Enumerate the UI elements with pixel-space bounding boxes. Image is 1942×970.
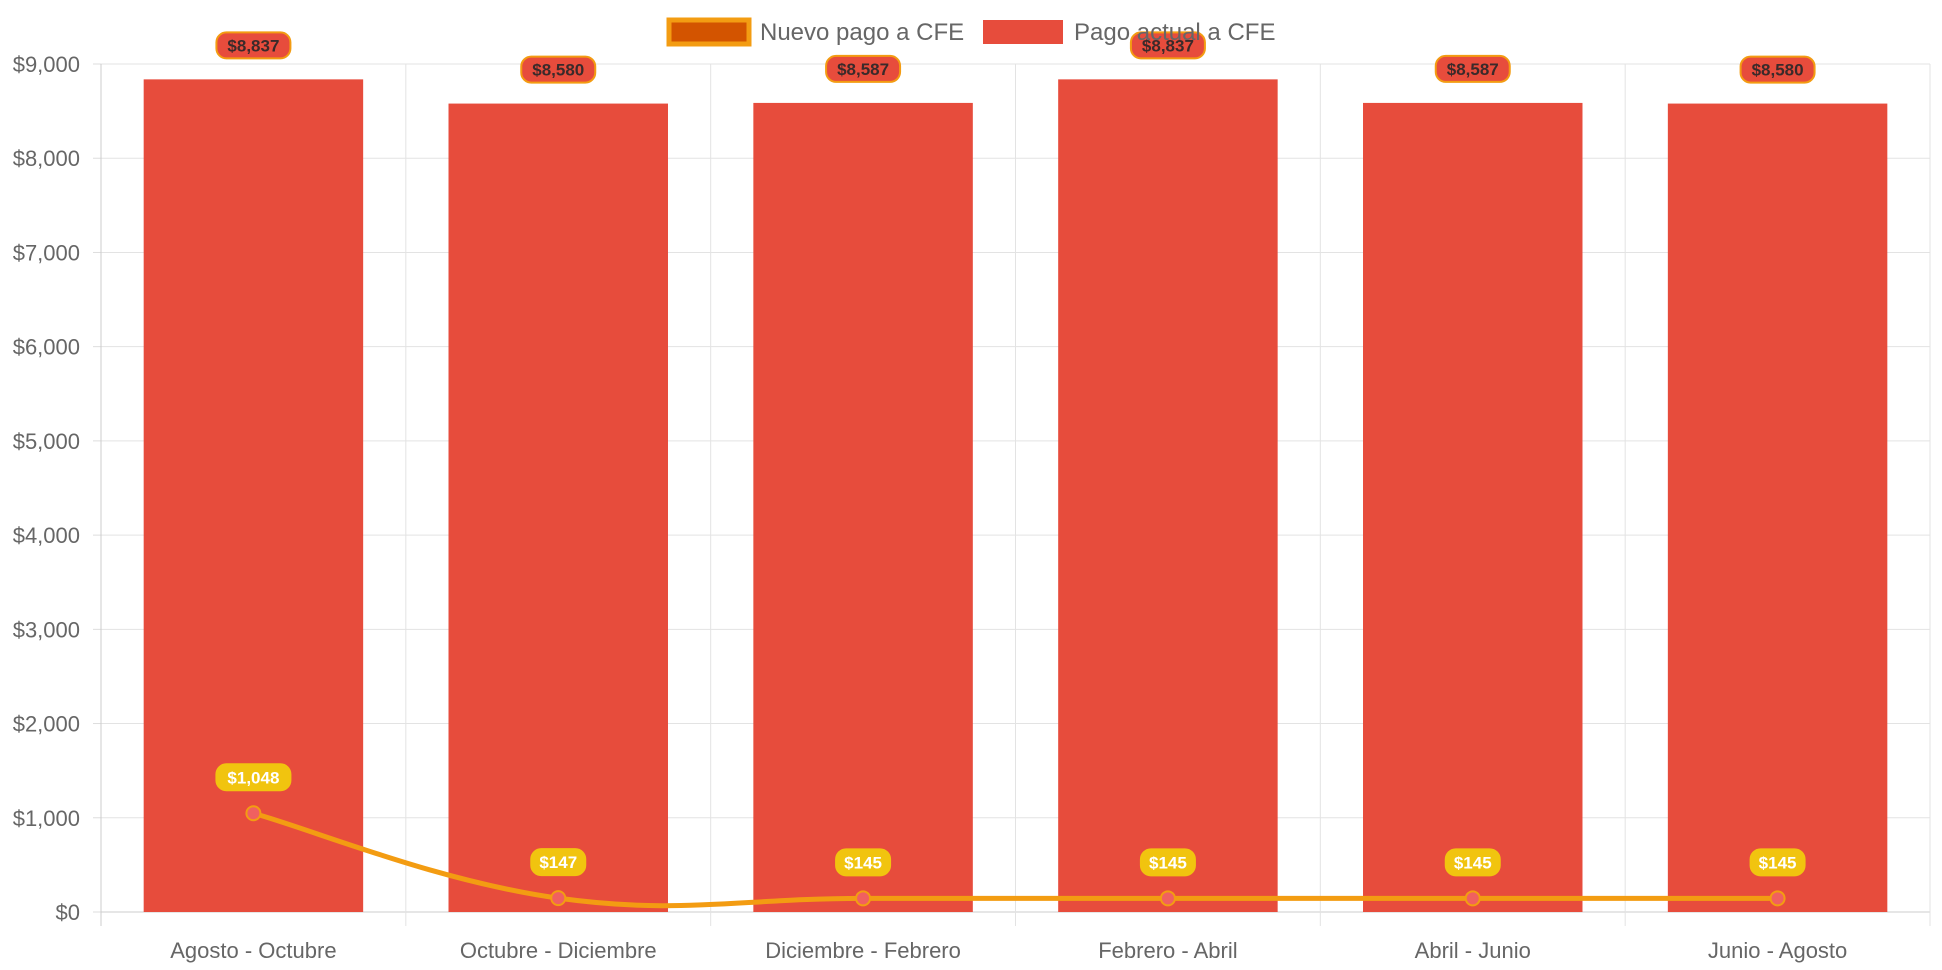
- bar-value-label: $8,587: [1434, 54, 1511, 83]
- data-labels: $8,837 $8,580 $8,587 $8,837 $8,587 $8,580 $1,0…: [215, 31, 1816, 877]
- y-tick-label: $5,000: [13, 429, 80, 454]
- bar[interactable]: [753, 102, 973, 913]
- line-value-label-text: $145: [1759, 853, 1797, 872]
- y-tick-label: $3,000: [13, 617, 80, 642]
- bar-value-label: $8,837: [215, 31, 292, 60]
- bar-value-label-text: $8,837: [1142, 36, 1194, 55]
- x-tick-label: Diciembre - Febrero: [765, 938, 961, 963]
- y-tick-label: $7,000: [13, 240, 80, 265]
- x-tick-label: Febrero - Abril: [1098, 938, 1237, 963]
- bar-value-label-text: $8,837: [227, 36, 279, 55]
- bar-value-label: $8,587: [825, 54, 902, 83]
- line-value-label: $145: [835, 848, 892, 877]
- line-point[interactable]: [1464, 890, 1481, 907]
- bar-value-label-text: $8,587: [837, 60, 889, 79]
- y-tick-label: $4,000: [13, 523, 80, 548]
- bar-value-label-text: $8,580: [1752, 61, 1804, 80]
- x-tick-label: Agosto - Octubre: [170, 938, 336, 963]
- legend-swatch: [983, 20, 1063, 44]
- legend-swatch: [666, 17, 752, 47]
- line-value-label-text: $145: [844, 853, 882, 872]
- line-value-label-text: $145: [1454, 853, 1492, 872]
- line-point[interactable]: [855, 890, 872, 907]
- line-value-label: $145: [1749, 848, 1806, 877]
- line-series: [245, 805, 1786, 909]
- line-value-label: $1,048: [215, 763, 292, 792]
- legend-label: Pago actual a CFE: [1074, 19, 1275, 46]
- y-tick-label: $8,000: [13, 146, 80, 171]
- line-value-label-text: $147: [539, 853, 577, 872]
- legend-item-nuevo-pago[interactable]: Nuevo pago a CFE: [666, 17, 964, 47]
- line-value-label: $145: [1139, 848, 1196, 877]
- line-value-label: $147: [530, 848, 587, 877]
- y-tick-label: $0: [56, 900, 80, 925]
- bar[interactable]: [1058, 79, 1278, 913]
- y-tick-label: $9,000: [13, 52, 80, 77]
- bar-value-label-text: $8,580: [532, 61, 584, 80]
- bar[interactable]: [448, 103, 668, 912]
- line-point[interactable]: [245, 805, 262, 822]
- x-tick-label: Junio - Agosto: [1708, 938, 1847, 963]
- bar-value-label-text: $8,587: [1447, 60, 1499, 79]
- y-axis: $0 $1,000 $2,000 $3,000 $4,000 $5,000 $6,000 $7…: [13, 52, 80, 925]
- bar-value-label: $8,580: [1739, 55, 1816, 84]
- x-tick-label: Octubre - Diciembre: [460, 938, 657, 963]
- line-value-label: $145: [1444, 848, 1501, 877]
- line-point[interactable]: [1769, 890, 1786, 907]
- y-tick-label: $6,000: [13, 335, 80, 360]
- bar-value-label: $8,580: [520, 55, 597, 84]
- series-line: [252, 810, 1778, 909]
- y-tick-label: $2,000: [13, 712, 80, 737]
- grid: [93, 63, 1931, 926]
- legend[interactable]: Nuevo pago a CFE Pago actual a CFE: [666, 17, 1275, 47]
- line-value-label-text: $145: [1149, 853, 1187, 872]
- legend-item-pago-actual[interactable]: Pago actual a CFE: [983, 19, 1275, 46]
- x-axis: Agosto - Octubre Octubre - Diciembre Dicie…: [170, 938, 1847, 963]
- bar-value-label: $8,837: [1129, 31, 1206, 60]
- legend-label: Nuevo pago a CFE: [760, 19, 964, 46]
- line-value-label-text: $1,048: [227, 768, 279, 787]
- y-tick-label: $1,000: [13, 806, 80, 831]
- bar[interactable]: [1667, 103, 1888, 912]
- bar[interactable]: [1363, 102, 1583, 913]
- x-tick-label: Abril - Junio: [1415, 938, 1531, 963]
- line-point[interactable]: [550, 890, 567, 907]
- line-point[interactable]: [1159, 890, 1176, 907]
